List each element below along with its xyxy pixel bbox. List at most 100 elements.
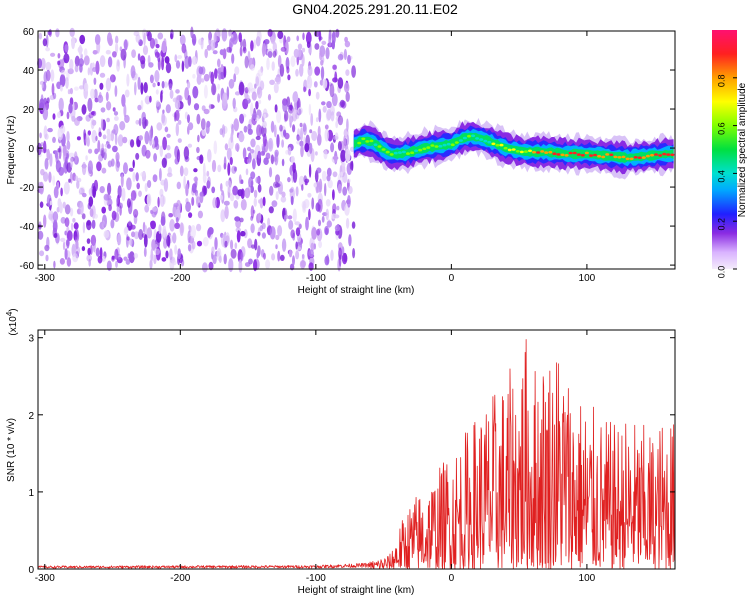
noise-blob [79, 63, 83, 73]
noise-blob [332, 203, 337, 214]
noise-blob [199, 191, 204, 204]
noise-blob [115, 152, 120, 162]
noise-blob [253, 39, 257, 49]
signal-peak-dot [487, 140, 492, 144]
noise-blob [45, 47, 50, 52]
noise-blob [234, 242, 238, 249]
noise-blob [50, 52, 56, 57]
noise-blob [144, 182, 148, 192]
signal-peak-dot [515, 150, 520, 153]
noise-blob [290, 229, 296, 239]
noise-blob [339, 99, 345, 108]
noise-blob [306, 41, 311, 49]
noise-blob [261, 43, 267, 56]
noise-blob [114, 248, 119, 260]
noise-blob [295, 241, 298, 250]
noise-blob [297, 48, 302, 58]
noise-blob [255, 176, 260, 184]
y-tick-label: 60 [23, 27, 35, 38]
noise-blob [135, 172, 139, 182]
noise-blob [150, 248, 154, 262]
noise-blob [169, 89, 174, 100]
snr-y-label: SNR (10 * v/v) [6, 418, 17, 482]
signal-peak-dot [462, 136, 467, 140]
signal-peak-dot [540, 150, 545, 153]
noise-blob [231, 53, 235, 64]
noise-blob [102, 134, 107, 140]
noise-blob [240, 179, 244, 184]
noise-blob [157, 32, 164, 40]
noise-blob [193, 176, 199, 182]
noise-blob [39, 250, 45, 257]
noise-blob [296, 136, 301, 141]
noise-blob [305, 31, 312, 45]
noise-blob [289, 188, 294, 193]
noise-blob [255, 76, 260, 87]
noise-blob [135, 119, 140, 125]
signal-peak-dot [662, 152, 667, 156]
noise-blob [221, 124, 226, 138]
noise-blob [44, 158, 49, 170]
noise-blob [163, 178, 169, 192]
noise-blob [259, 197, 264, 209]
y-tick-label: 3 [28, 334, 34, 345]
noise-blob [233, 200, 239, 209]
noise-blob [343, 128, 349, 138]
noise-blob [250, 223, 255, 234]
noise-blob [63, 181, 70, 195]
noise-blob [330, 111, 335, 122]
signal-peak-dot [519, 150, 524, 154]
noise-blob [267, 94, 272, 101]
noise-blob [191, 183, 197, 194]
spectrogram-x-axis: -300 -200 -100 0 100 [35, 31, 596, 284]
spectrogram-noise [36, 26, 356, 273]
noise-blob [188, 225, 191, 230]
noise-blob [161, 56, 165, 71]
noise-blob [321, 170, 327, 182]
noise-blob [130, 139, 135, 148]
noise-blob [352, 248, 356, 259]
noise-blob [242, 38, 247, 52]
noise-blob [234, 66, 240, 76]
noise-blob [79, 85, 84, 90]
noise-blob [148, 62, 154, 68]
noise-blob [244, 187, 251, 199]
noise-blob [256, 251, 260, 259]
noise-blob [140, 171, 146, 177]
noise-blob [215, 28, 221, 42]
noise-blob [130, 197, 133, 208]
signal-peak-dot [401, 150, 406, 154]
noise-blob [306, 76, 313, 89]
y-tick-label: 0 [28, 565, 34, 576]
noise-blob [161, 257, 167, 262]
signal-peak-dot [584, 151, 589, 155]
colorbar-gradient [712, 30, 737, 269]
noise-blob [206, 120, 211, 128]
noise-blob [230, 249, 237, 259]
noise-blob [234, 91, 241, 96]
noise-blob [311, 130, 318, 142]
noise-blob [223, 253, 227, 265]
noise-blob [286, 66, 290, 74]
noise-blob [191, 240, 196, 250]
noise-blob [68, 103, 73, 114]
noise-blob [262, 120, 267, 129]
noise-blob [346, 178, 351, 183]
noise-blob [169, 219, 175, 232]
noise-blob [236, 230, 241, 243]
noise-blob [229, 192, 235, 202]
noise-blob [39, 98, 45, 112]
noise-blob [345, 148, 351, 163]
noise-blob [325, 47, 330, 60]
noise-blob [114, 132, 118, 146]
noise-blob [211, 186, 216, 194]
noise-blob [115, 35, 119, 44]
noise-blob [220, 183, 223, 192]
noise-blob [243, 229, 248, 239]
noise-blob [318, 240, 322, 249]
noise-blob [185, 201, 192, 213]
signal-peak-dot [528, 149, 532, 153]
noise-blob [158, 224, 162, 235]
noise-blob [106, 144, 111, 149]
noise-blob [106, 117, 110, 123]
